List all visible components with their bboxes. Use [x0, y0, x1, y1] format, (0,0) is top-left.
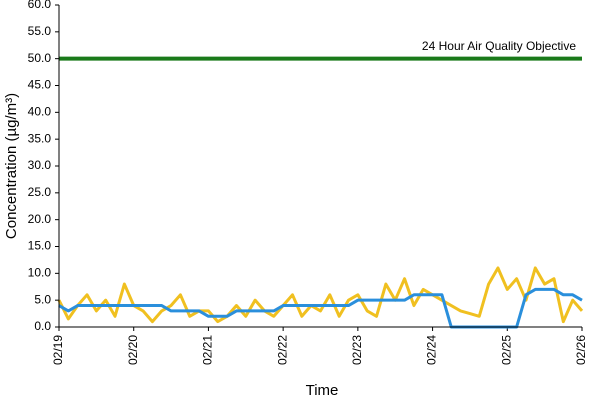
- x-tick-label: 02/26: [574, 335, 588, 365]
- y-tick-label: 40.0: [28, 105, 52, 119]
- x-tick-label: 02/22: [275, 335, 289, 365]
- x-tick-label: 02/25: [499, 335, 513, 365]
- y-tick-label: 0.0: [34, 319, 51, 333]
- series-line: [57, 266, 584, 324]
- objective-label: 24 Hour Air Quality Objective: [422, 39, 576, 53]
- y-tick-label: 5.0: [34, 292, 51, 306]
- y-tick-label: 15.0: [28, 239, 52, 253]
- y-tick-label: 60.0: [28, 0, 52, 11]
- x-tick-label: 02/21: [201, 335, 215, 365]
- y-tick-label: 35.0: [28, 131, 52, 145]
- y-axis-title: Concentration (µg/m³): [3, 93, 20, 239]
- y-tick-label: 10.0: [28, 266, 52, 280]
- x-tick-label: 02/20: [126, 335, 140, 365]
- y-tick-label: 20.0: [28, 212, 52, 226]
- x-tick-label: 02/23: [350, 335, 364, 365]
- x-tick-label: 02/24: [425, 335, 439, 365]
- x-axis-title: Time: [306, 382, 339, 399]
- y-tick-label: 45.0: [28, 78, 52, 92]
- y-tick-label: 50.0: [28, 51, 52, 65]
- y-tick-label: 30.0: [28, 158, 52, 172]
- y-tick-label: 25.0: [28, 185, 52, 199]
- x-tick-label: 02/19: [51, 335, 65, 365]
- y-tick-label: 55.0: [28, 24, 52, 38]
